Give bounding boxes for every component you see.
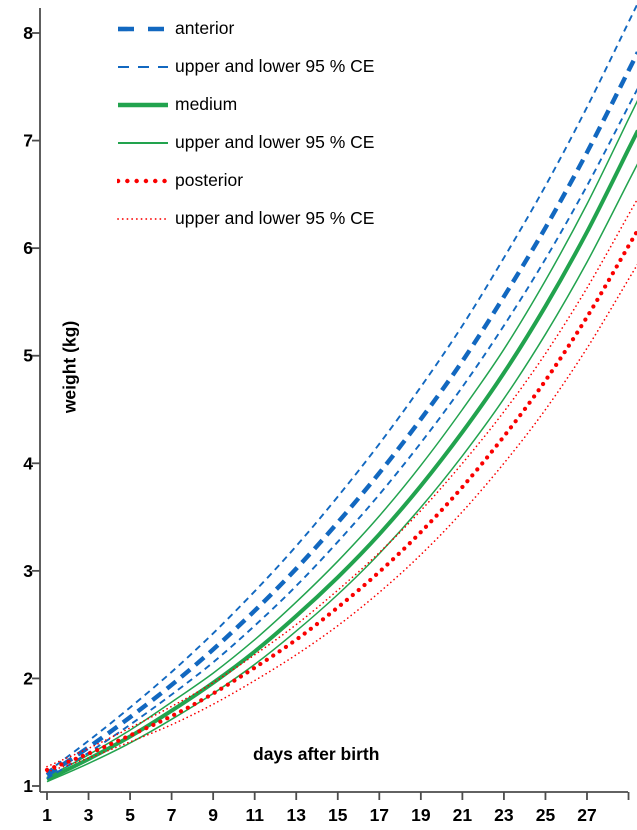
x-axis-title: days after birth [253, 744, 380, 764]
svg-text:2: 2 [23, 668, 33, 688]
legend: anterior upper and lower 95 % CE medium … [117, 10, 374, 238]
legend-item-medium-ce: upper and lower 95 % CE [117, 124, 374, 162]
series-medium-lower-ci [46, 163, 637, 783]
legend-line-swatch-medium [118, 102, 168, 108]
svg-text:3: 3 [84, 805, 94, 825]
legend-item-anterior: anterior [117, 10, 374, 48]
legend-line-swatch-anterior [118, 26, 168, 32]
svg-text:25: 25 [536, 805, 556, 825]
series-medium-mean [46, 129, 637, 782]
svg-text:6: 6 [23, 238, 33, 258]
legend-label: upper and lower 95 % CE [175, 208, 375, 229]
legend-label: medium [175, 94, 238, 115]
svg-text:7: 7 [167, 805, 177, 825]
legend-item-anterior-ce: upper and lower 95 % CE [117, 48, 374, 86]
svg-text:11: 11 [245, 805, 264, 825]
series-anterior-upper-ci [46, 2, 637, 773]
svg-text:17: 17 [370, 805, 389, 825]
legend-item-posterior-ce: upper and lower 95 % CE [117, 200, 374, 238]
svg-text:1: 1 [42, 805, 52, 825]
legend-line-swatch-posterior [117, 178, 169, 184]
svg-text:27: 27 [577, 805, 596, 825]
svg-text:4: 4 [23, 453, 33, 473]
svg-text:7: 7 [23, 131, 33, 151]
svg-text:21: 21 [453, 805, 473, 825]
legend-line-swatch-medium-ce [118, 142, 168, 144]
series-anterior-mean [45, 51, 637, 778]
legend-label: upper and lower 95 % CE [175, 56, 375, 77]
svg-text:23: 23 [494, 805, 514, 825]
svg-text:13: 13 [286, 805, 306, 825]
svg-text:19: 19 [411, 805, 431, 825]
svg-text:5: 5 [125, 805, 135, 825]
svg-text:15: 15 [328, 805, 348, 825]
svg-text:9: 9 [208, 805, 218, 825]
legend-item-posterior: posterior [117, 162, 374, 200]
legend-label: anterior [175, 18, 235, 39]
legend-label: upper and lower 95 % CE [175, 132, 375, 153]
legend-line-swatch-posterior-ce [117, 218, 169, 220]
series-posterior-mean [44, 228, 637, 772]
series-posterior-upper-ci [46, 198, 637, 768]
legend-item-medium: medium [117, 86, 374, 124]
svg-text:1: 1 [23, 776, 33, 796]
legend-label: posterior [175, 170, 244, 191]
legend-line-swatch-anterior-ce [118, 66, 168, 68]
series-anterior-lower-ci [46, 87, 637, 780]
svg-text:8: 8 [23, 23, 33, 43]
svg-text:5: 5 [23, 346, 33, 366]
series-medium-upper-ci [46, 100, 637, 779]
svg-text:3: 3 [23, 561, 33, 581]
y-axis-title: weight (kg) [59, 320, 80, 414]
